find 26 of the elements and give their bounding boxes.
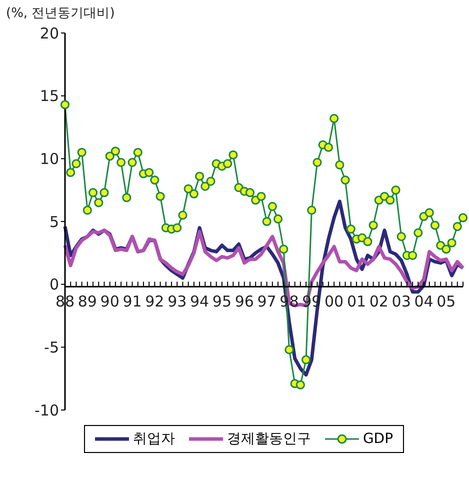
x-tick-label: 04 xyxy=(414,292,434,311)
x-tick-label: 96 xyxy=(234,292,254,311)
x-tick-label: 94 xyxy=(190,292,210,311)
x-tick-label: 95 xyxy=(212,292,232,311)
x-tick-label: 93 xyxy=(168,292,187,311)
legend-label: GDP xyxy=(362,430,394,448)
x-tick-label: 03 xyxy=(392,292,411,311)
x-tick-label: 89 xyxy=(78,292,97,311)
legend-label: 취업자 xyxy=(132,430,175,448)
x-tick-label: 97 xyxy=(257,292,276,311)
x-tick-label: 02 xyxy=(369,292,388,311)
y-tick-label: 5 xyxy=(49,212,59,231)
y-tick-label: -10 xyxy=(34,401,59,420)
x-tick-label: 91 xyxy=(122,292,142,311)
x-tick-label: 92 xyxy=(145,292,164,311)
x-tick-label: 05 xyxy=(436,292,456,311)
x-tick-label: 01 xyxy=(346,292,366,311)
y-tick-label: 10 xyxy=(40,150,59,168)
legend-label: 경제활동인구 xyxy=(226,430,311,448)
x-tick-label: 00 xyxy=(324,292,344,311)
y-tick-label: 15 xyxy=(40,87,59,106)
y-tick-label: 0 xyxy=(49,276,59,294)
y-tick-label: 20 xyxy=(40,24,59,42)
y-tick-label: -5 xyxy=(44,338,59,356)
x-tick-label: 90 xyxy=(100,292,120,311)
y-axis-title: (%, 전년동기대비) xyxy=(6,5,115,22)
